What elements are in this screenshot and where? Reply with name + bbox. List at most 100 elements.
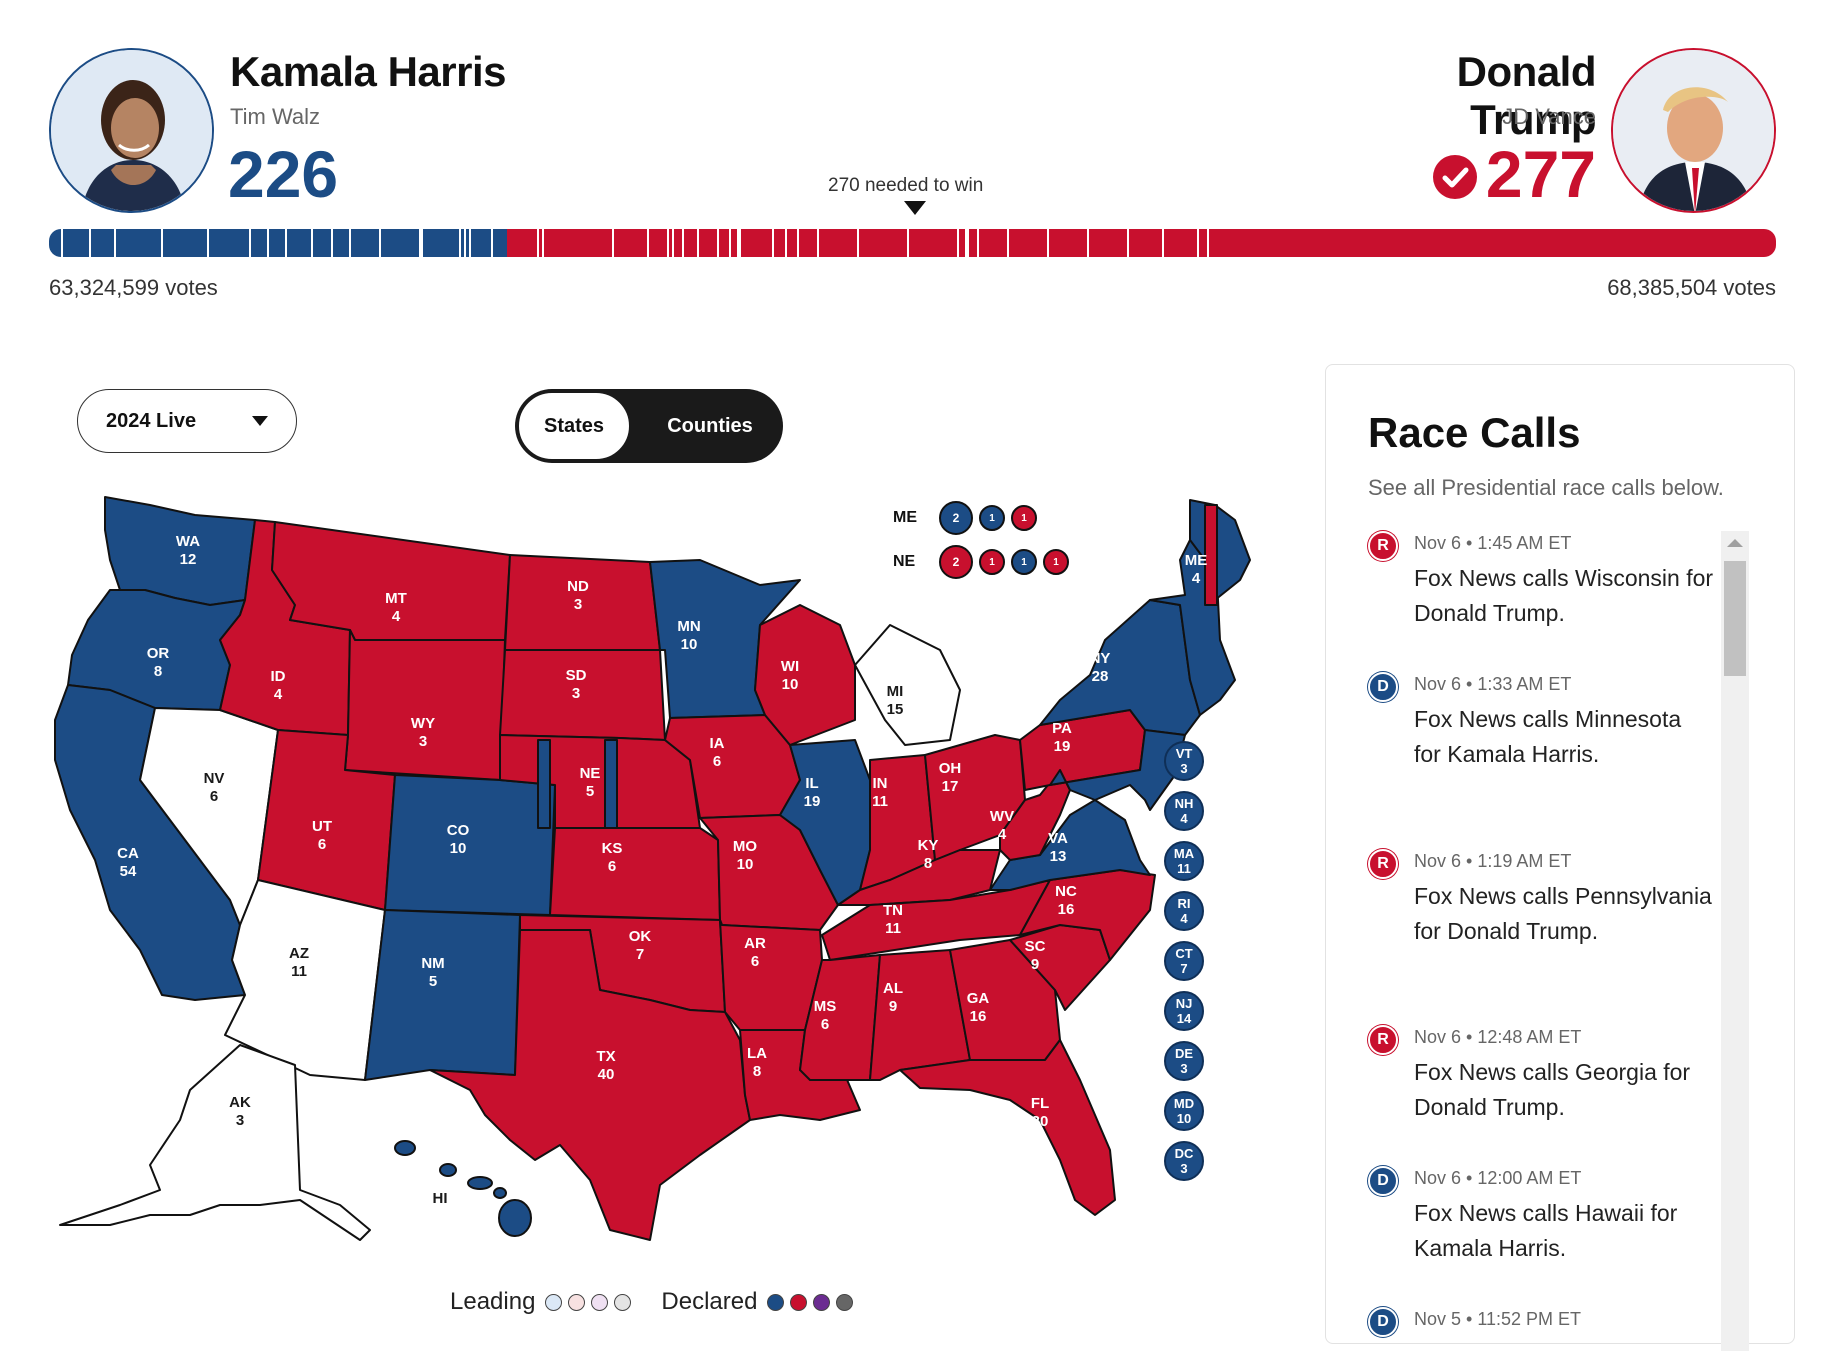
bar-divider <box>542 229 544 257</box>
bar-divider <box>697 229 699 257</box>
bar-divider <box>647 229 649 257</box>
bar-divider <box>957 229 959 257</box>
small-state-badge-dc[interactable]: DC 3 <box>1164 1141 1204 1181</box>
state-tx[interactable] <box>429 929 751 1241</box>
winner-check-icon <box>1433 155 1477 199</box>
bar-divider <box>114 229 116 257</box>
state-label-ms: MS 6 <box>813 998 837 1033</box>
state-label-la: LA 8 <box>747 1045 767 1080</box>
state-label-wv: WV 4 <box>989 808 1015 843</box>
bar-divider <box>907 229 909 257</box>
race-call-text: Fox News calls Georgia for Donald Trump. <box>1414 1059 1691 1120</box>
bar-divider <box>785 229 787 257</box>
race-call-text: Fox News calls Minnesota for Kamala Harr… <box>1414 706 1682 767</box>
state-label-wa: WA 12 <box>175 533 201 568</box>
year-select[interactable]: 2024 Live <box>77 389 297 453</box>
small-state-abbr: NH <box>1174 796 1194 811</box>
small-state-ev: 11 <box>1177 861 1191 876</box>
view-toggle[interactable]: States Counties <box>515 389 783 463</box>
republican-party-icon: R <box>1368 531 1398 561</box>
bar-divider <box>967 229 969 257</box>
bar-divider <box>379 229 381 257</box>
leading-swatch <box>545 1293 563 1311</box>
state-label-ak: AK 3 <box>229 1094 251 1129</box>
me-district-2 <box>1204 504 1218 606</box>
me-district-dot: 1 <box>979 505 1005 531</box>
small-state-badge-nh[interactable]: NH 4 <box>1164 791 1204 831</box>
small-state-ev: 10 <box>1176 1111 1192 1126</box>
race-call-time: Nov 6 • 12:00 AM ET <box>1414 1168 1582 1188</box>
state-label-wy: WY 3 <box>410 715 436 750</box>
bar-divider <box>717 229 719 257</box>
bar-divider <box>1162 229 1164 257</box>
small-state-badge-nj[interactable]: NJ 14 <box>1164 991 1204 1031</box>
bar-divider <box>965 229 967 257</box>
state-wy[interactable] <box>344 629 506 781</box>
state-hi[interactable] <box>394 1140 532 1237</box>
race-calls-subtitle: See all Presidential race calls below. <box>1368 475 1724 500</box>
small-state-ev: 3 <box>1180 761 1188 776</box>
state-mi[interactable] <box>854 624 961 746</box>
state-ar[interactable] <box>719 919 823 1031</box>
small-state-badge-vt[interactable]: VT 3 <box>1164 741 1204 781</box>
small-state-abbr: CT <box>1175 946 1193 961</box>
small-state-ev: 7 <box>1180 961 1188 976</box>
state-co[interactable] <box>384 774 556 916</box>
bar-divider <box>612 229 614 257</box>
race-call-time: Nov 6 • 1:33 AM ET <box>1414 674 1572 694</box>
ne-district-2 <box>537 739 551 829</box>
state-label-ga: GA 16 <box>966 990 990 1025</box>
ne-district-label: NE <box>893 553 916 570</box>
bar-divider <box>161 229 163 257</box>
state-label-nc: NC 16 <box>1055 883 1077 918</box>
state-label-nv: NV 6 <box>203 770 225 805</box>
state-label-mt: MT 4 <box>385 590 407 625</box>
declared-swatch <box>836 1293 854 1311</box>
scroll-thumb[interactable] <box>1724 561 1746 676</box>
state-mid-atlantic[interactable] <box>1049 729 1186 811</box>
tab-counties[interactable]: Counties <box>667 414 753 437</box>
state-label-ca: CA 54 <box>117 845 139 880</box>
state-label-fl: FL 30 <box>1030 1095 1050 1130</box>
bar-divider <box>311 229 313 257</box>
dem-electoral-votes: 226 <box>228 137 339 211</box>
state-label-pa: PA 19 <box>1052 720 1072 755</box>
tab-states[interactable]: States <box>518 392 630 460</box>
rep-candidate-name: Donald Trump <box>1456 48 1597 143</box>
state-label-id: ID 4 <box>270 668 286 703</box>
state-label-ks: KS 6 <box>601 840 623 875</box>
legend-leading-swatches <box>539 1293 632 1311</box>
state-ak[interactable] <box>59 1044 371 1241</box>
bar-divider <box>1207 229 1209 257</box>
ne-district-dot: 1 <box>979 549 1005 575</box>
state-fl[interactable] <box>899 1039 1116 1216</box>
state-label-nd: ND 3 <box>567 578 589 613</box>
small-state-badge-ma[interactable]: MA 11 <box>1164 841 1204 881</box>
state-nm[interactable] <box>364 909 521 1081</box>
small-state-abbr: DC <box>1174 1146 1194 1161</box>
270-marker-icon <box>904 201 926 220</box>
democrat-party-icon: D <box>1368 1166 1398 1196</box>
small-state-badge-md[interactable]: MD 10 <box>1164 1091 1204 1131</box>
scroll-up-arrow-icon[interactable] <box>1727 539 1743 547</box>
state-label-hi: HI <box>432 1190 448 1207</box>
bar-divider <box>285 229 287 257</box>
ne-district-1 <box>604 739 618 829</box>
small-state-abbr: MD <box>1173 1096 1195 1111</box>
small-state-badge-de[interactable]: DE 3 <box>1164 1041 1204 1081</box>
needed-to-win-label: 270 needed to win <box>828 175 984 196</box>
legend-declared-swatches <box>761 1293 854 1311</box>
state-wv[interactable] <box>999 769 1071 861</box>
small-state-badge-ri[interactable]: RI 4 <box>1164 891 1204 931</box>
small-state-badge-ct[interactable]: CT 7 <box>1164 941 1204 981</box>
map-legend: Leading Declared <box>450 1288 854 1316</box>
race-calls-scrollbar[interactable] <box>1721 531 1749 1351</box>
state-ks[interactable] <box>549 827 721 921</box>
bar-divider <box>349 229 351 257</box>
race-calls-panel: Race Calls See all Presidential race cal… <box>1325 364 1795 1351</box>
state-wi[interactable] <box>754 604 856 746</box>
bar-divider <box>89 229 91 257</box>
bar-divider <box>672 229 674 257</box>
bar-divider <box>421 229 423 257</box>
